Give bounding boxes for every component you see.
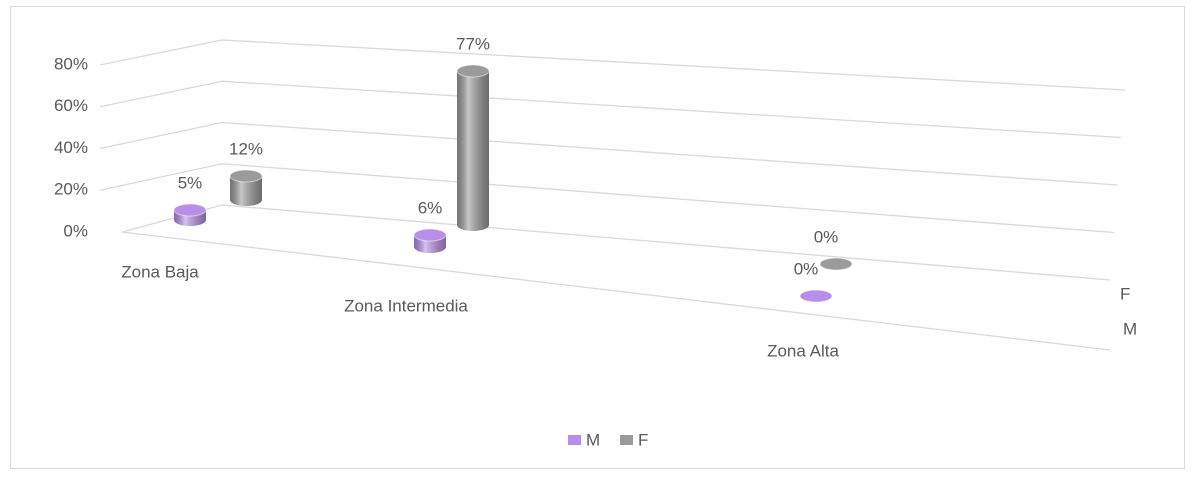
bar-top xyxy=(173,203,207,217)
grid-line xyxy=(99,121,1118,186)
value-label: 0% xyxy=(814,227,839,246)
value-label: 12% xyxy=(229,139,263,158)
bar-top xyxy=(413,228,447,242)
x-tick-label: Zona Baja xyxy=(121,262,199,281)
legend-swatch xyxy=(568,435,581,445)
grid-line xyxy=(121,204,1111,281)
value-label: 6% xyxy=(418,198,443,217)
grid-line xyxy=(99,163,1114,234)
depth-label: F xyxy=(1120,284,1130,303)
y-tick-label: 0% xyxy=(63,221,88,240)
grid-line xyxy=(99,39,1126,91)
bar-top xyxy=(799,289,833,303)
x-tick-label: Zona Intermedia xyxy=(344,296,468,315)
grid-line xyxy=(99,80,1122,139)
x-tick-label: Zona Alta xyxy=(767,341,839,360)
legend-swatch xyxy=(620,435,633,445)
y-tick-label: 60% xyxy=(54,96,88,115)
legend-label: M xyxy=(586,430,600,449)
legend-label: F xyxy=(638,430,648,449)
bar-top xyxy=(456,64,490,78)
floor-edge xyxy=(121,231,1111,351)
cylinder xyxy=(456,64,490,231)
depth-label: M xyxy=(1123,319,1137,338)
value-label: 0% xyxy=(794,259,819,278)
cylinder xyxy=(229,169,263,206)
value-label: 5% xyxy=(178,173,203,192)
y-tick-label: 40% xyxy=(54,138,88,157)
bar-top xyxy=(819,257,853,271)
y-tick-label: 20% xyxy=(54,180,88,199)
cylinder xyxy=(799,289,833,303)
bar-shade xyxy=(457,71,489,231)
value-label: 77% xyxy=(456,34,490,53)
y-tick-label: 80% xyxy=(54,54,88,73)
chart-border xyxy=(10,6,1185,469)
bar-shade xyxy=(230,176,262,206)
cylinder xyxy=(819,257,853,271)
bar-top xyxy=(229,169,263,183)
cylinder xyxy=(173,203,207,226)
cylinder xyxy=(413,228,447,253)
